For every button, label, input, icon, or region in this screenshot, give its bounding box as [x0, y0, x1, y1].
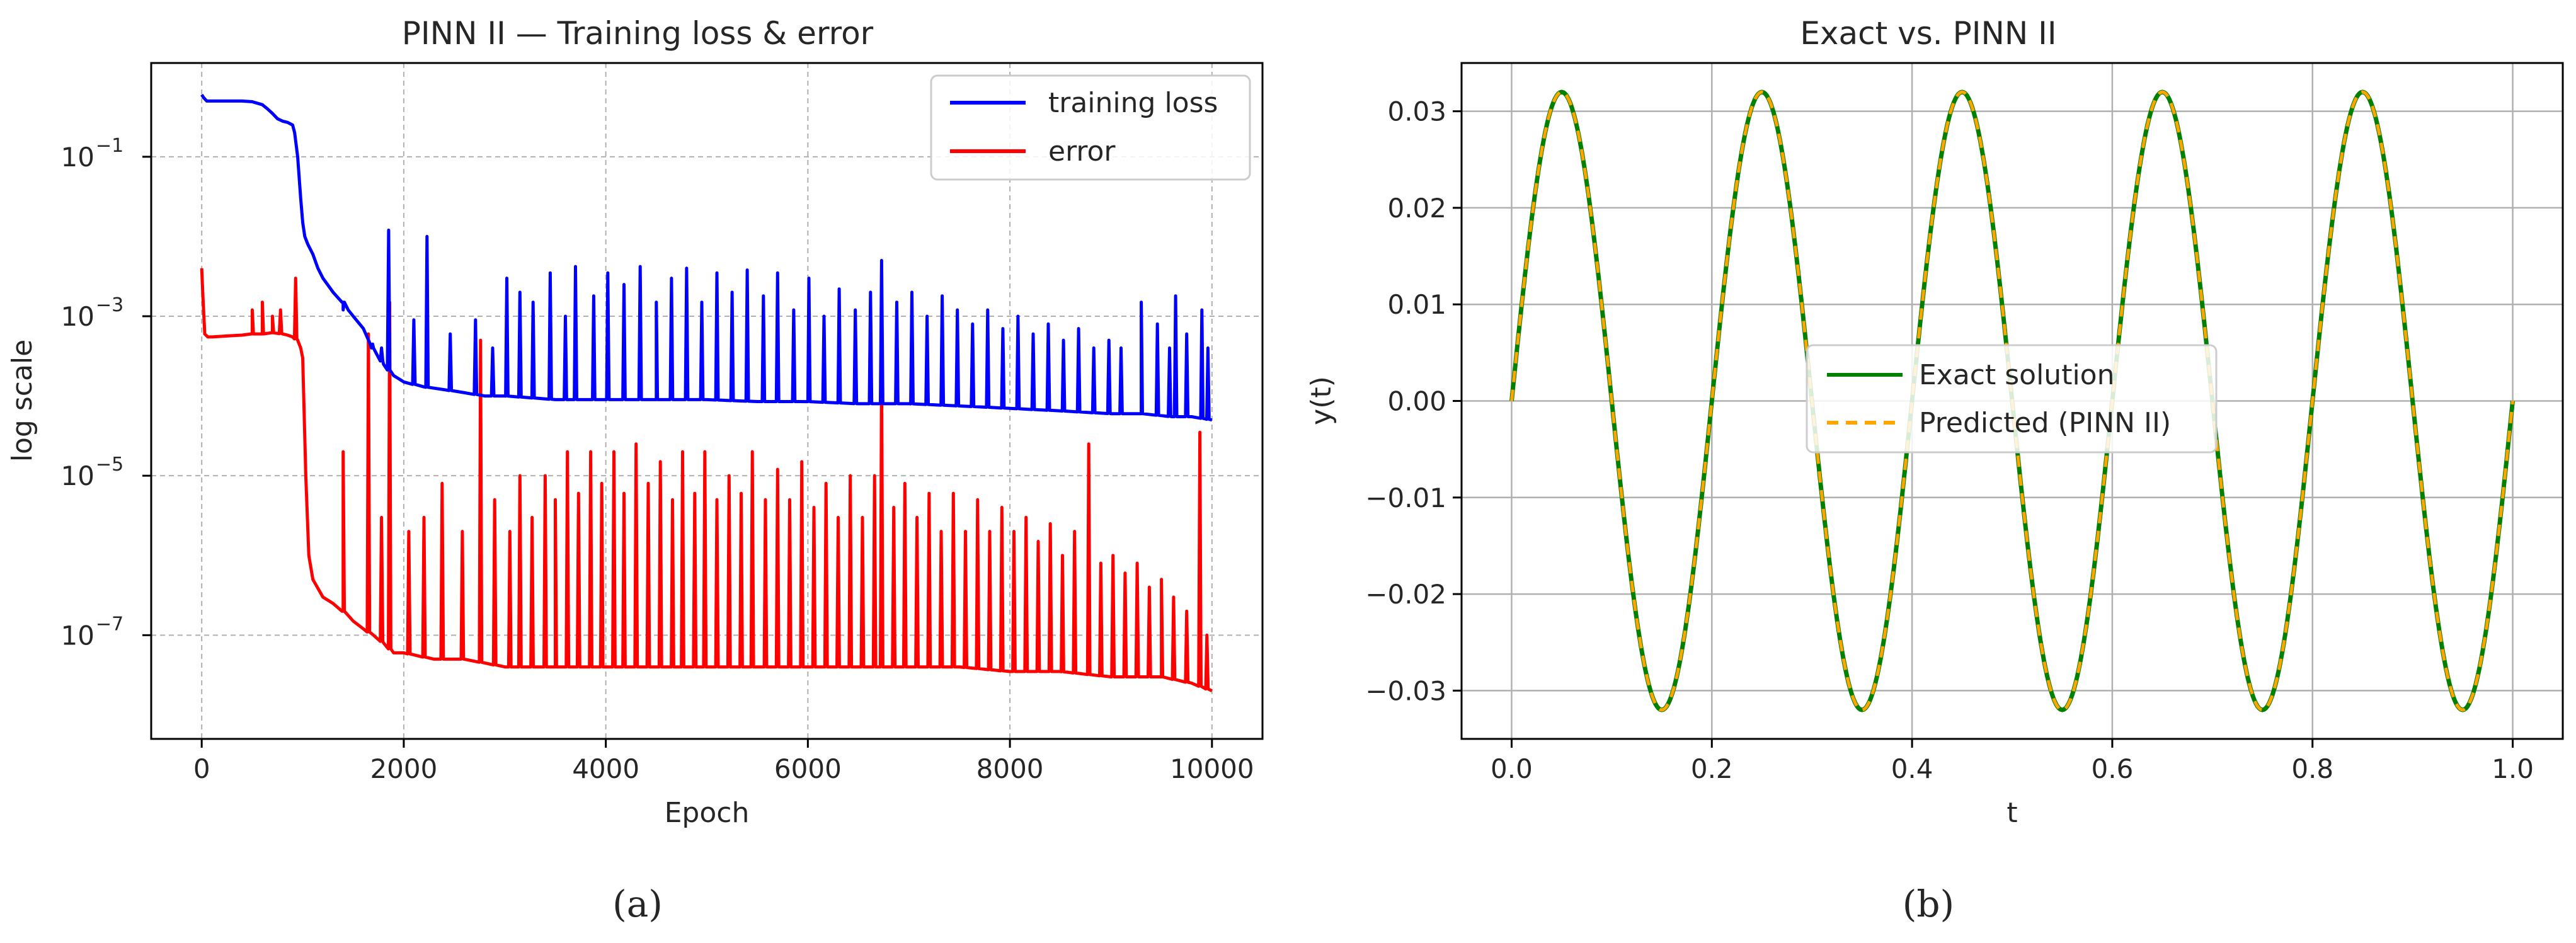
loss-error-chart: PINN II — Training loss & error 0 2000 400… — [6, 15, 1264, 829]
caption-a: (a) — [612, 883, 663, 925]
chart-a-ytick-exponent: −7 — [96, 613, 123, 635]
chart-a-ylabel: log scale — [6, 340, 38, 462]
chart-b-yticks: −0.03 −0.02 −0.01 0.00 0.01 0.02 0.03 — [1365, 96, 1462, 706]
chart-a-ytick-exponent: −1 — [96, 135, 123, 157]
chart-a-ytick-exponent: −5 — [96, 454, 123, 476]
chart-a-xtick-label: 4000 — [572, 753, 639, 784]
chart-a-ytick-exponent: −3 — [96, 294, 123, 316]
chart-a-title: PINN II — Training loss & error — [402, 15, 874, 52]
chart-b-ytick-label: 0.02 — [1387, 193, 1446, 224]
chart-b-ylabel: y(t) — [1305, 376, 1337, 425]
legend-label-training-loss: training loss — [1048, 87, 1218, 119]
series-line-error — [200, 268, 1213, 693]
chart-a-xticks: 0 2000 4000 6000 8000 10000 — [193, 739, 1254, 784]
chart-a-series — [200, 94, 1213, 693]
chart-b-xtick-label: 0.4 — [1891, 753, 1933, 784]
legend-label-predicted: Predicted (PINN II) — [1919, 407, 2171, 439]
chart-b-ytick-label: 0.03 — [1387, 96, 1446, 127]
chart-b-xtick-label: 0.8 — [2291, 753, 2333, 784]
chart-b-xlabel: t — [2006, 797, 2017, 829]
chart-b-legend-box — [1806, 344, 2218, 454]
chart-a-yticks: 10−710−510−310−1 — [61, 135, 151, 651]
chart-b-xticks: 0.0 0.2 0.4 0.6 0.8 1.0 — [1491, 739, 2534, 784]
chart-a-xtick-label: 0 — [193, 753, 210, 784]
chart-a-ytick-label: 10 — [61, 620, 94, 651]
chart-a-xlabel: Epoch — [665, 797, 750, 829]
chart-b-xtick-label: 0.0 — [1491, 753, 1533, 784]
chart-b-ytick-label: −0.03 — [1365, 675, 1446, 706]
exact-vs-pinn-chart: Exact vs. PINN II 0.0 0.2 0.4 0.6 0.8 1.0 −0.… — [1305, 15, 2564, 829]
chart-a-ytick-label: 10 — [61, 301, 94, 332]
chart-b-ytick-label: −0.01 — [1365, 483, 1446, 513]
chart-a-ytick-label: 10 — [61, 460, 94, 491]
legend-label-error: error — [1048, 135, 1116, 168]
chart-b-xtick-label: 0.2 — [1691, 753, 1733, 784]
chart-a-ytick-label: 10 — [61, 142, 94, 173]
chart-a-xtick-label: 6000 — [774, 753, 842, 784]
legend-label-exact-solution: Exact solution — [1919, 359, 2114, 391]
chart-a-xtick-label: 10000 — [1170, 753, 1254, 784]
chart-b-ytick-label: −0.02 — [1365, 579, 1446, 610]
chart-b-grid — [1462, 63, 2563, 739]
chart-a-legend: training loss error — [930, 74, 1251, 181]
chart-a-frame — [150, 62, 1264, 740]
chart-a-xtick-label: 2000 — [370, 753, 437, 784]
chart-b-xtick-label: 0.6 — [2092, 753, 2134, 784]
chart-b-ytick-label: 0.00 — [1387, 386, 1446, 417]
chart-b-xtick-label: 1.0 — [2492, 753, 2534, 784]
caption-b: (b) — [1903, 883, 1954, 925]
chart-a-xtick-label: 8000 — [976, 753, 1044, 784]
chart-b-ytick-label: 0.01 — [1387, 289, 1446, 320]
chart-b-title: Exact vs. PINN II — [1800, 15, 2056, 52]
chart-b-legend: Exact solution Predicted (PINN II) — [1806, 344, 2218, 454]
series-line-training-loss — [200, 94, 1213, 422]
